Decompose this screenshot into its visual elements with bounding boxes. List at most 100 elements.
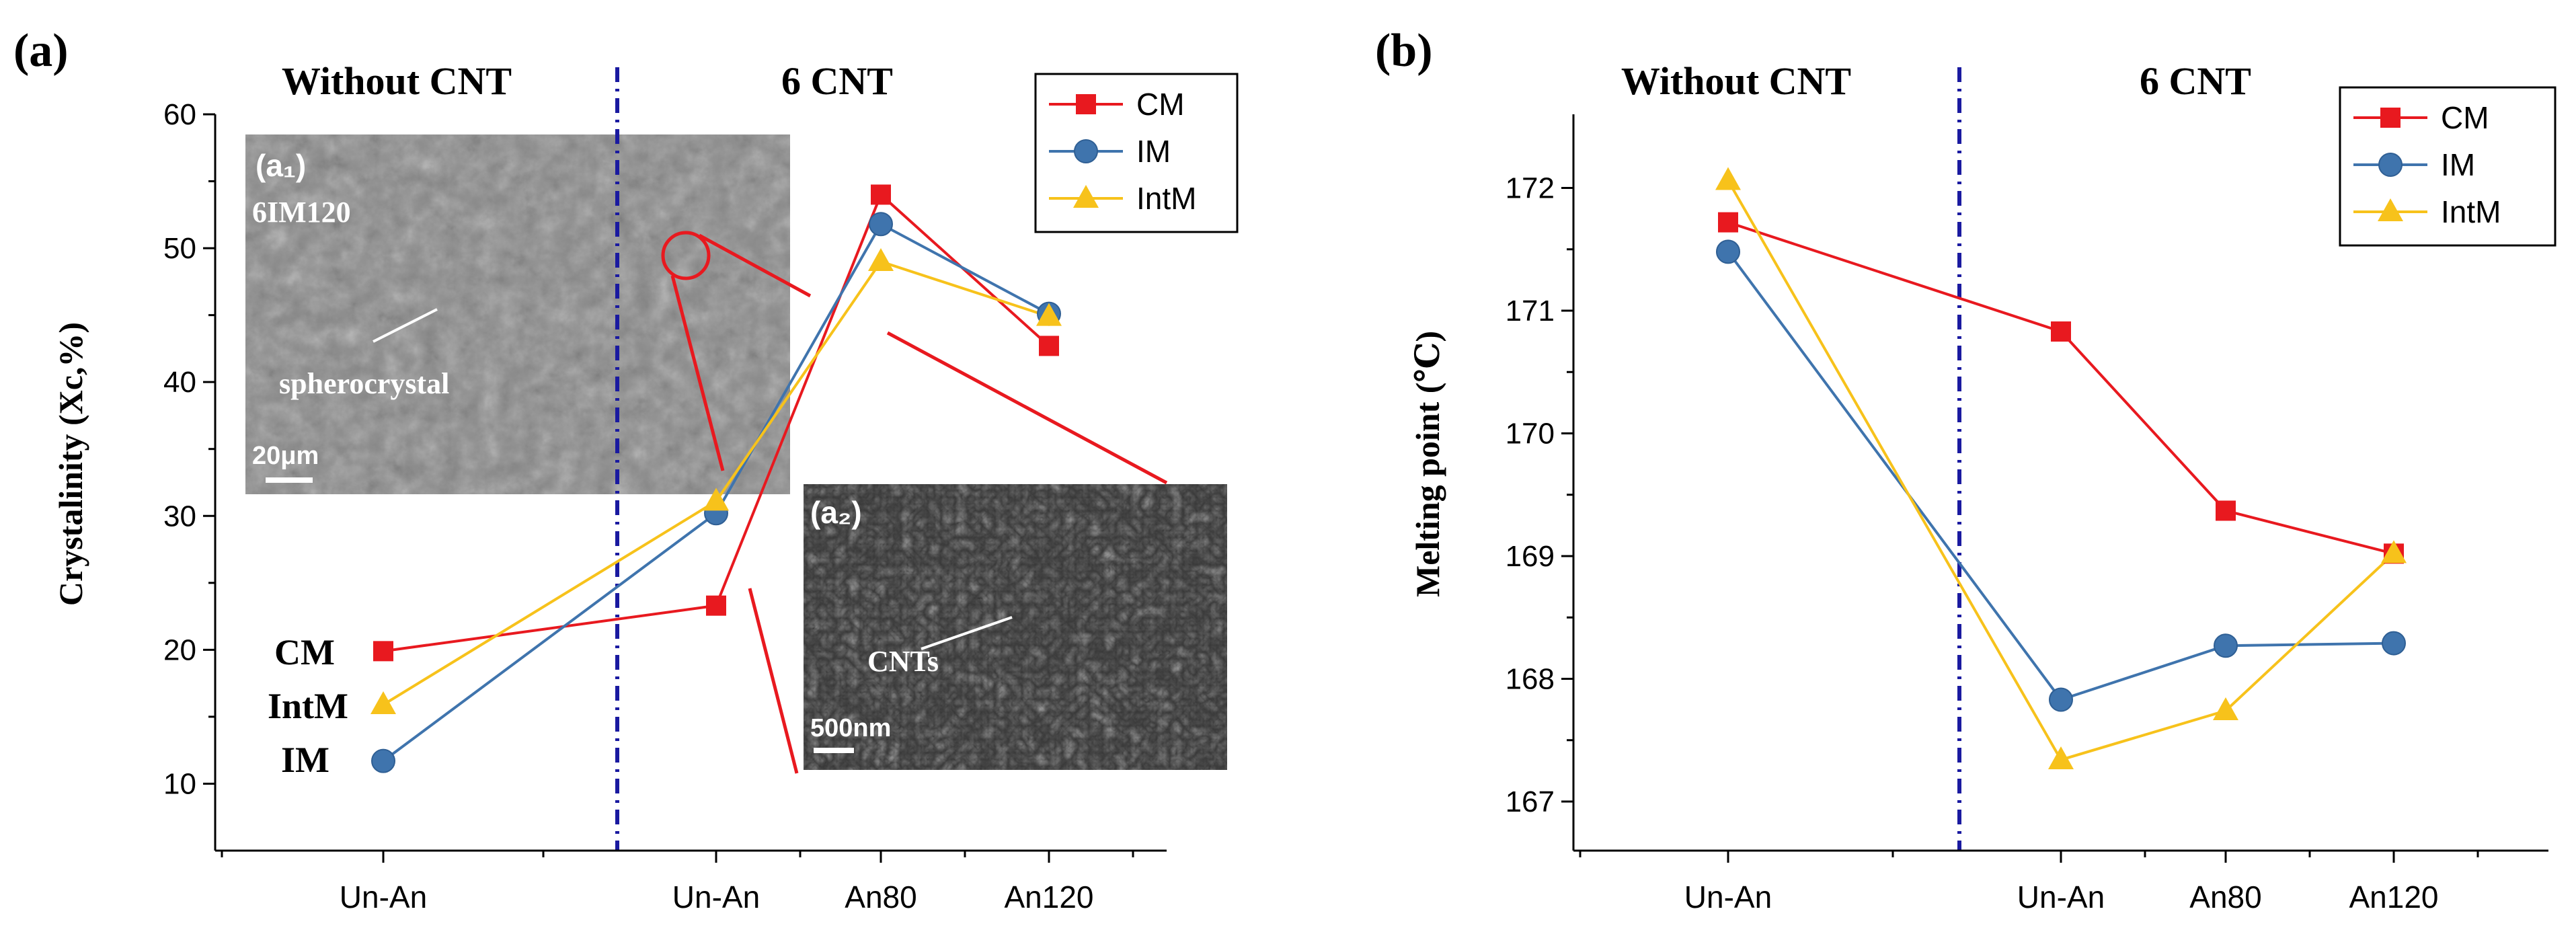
series-markers [1715, 167, 2407, 769]
series-line-intm [1727, 180, 2395, 762]
inset-a2-pointer [921, 616, 1013, 650]
axes: 167 168 169 170 171 172 Un-An Un-An An80 An120 [1506, 114, 2548, 914]
y-tick-label: 168 [1506, 663, 1555, 696]
data-point-cm [706, 595, 726, 616]
x-tick-label: Un-An [1684, 880, 1772, 914]
legend: CM IM IntM [1034, 73, 1239, 233]
legend-marker-cm [1076, 94, 1096, 114]
axes: 10 20 30 40 50 60 Un-An Un-An An80 An120 [163, 98, 1167, 914]
data-point-cm [2216, 500, 2236, 521]
data-point-intm [703, 488, 729, 511]
series-markers [370, 184, 1062, 773]
side-label-im: IM [281, 740, 329, 780]
group-label-without-cnt: Without CNT [1621, 59, 1851, 103]
connector-line-4 [748, 588, 799, 774]
data-point-intm [1036, 303, 1062, 326]
inset-a1-pointer [373, 308, 438, 343]
inset-a2-annotation: CNTs [867, 645, 939, 678]
group-label-6-cnt: 6 CNT [2140, 59, 2251, 103]
inset-a1-annotation: spherocrystal [279, 367, 449, 400]
legend-marker-intm [2378, 198, 2403, 221]
data-point-intm [370, 691, 396, 714]
inset-a2-texture [804, 484, 1227, 770]
panel-b: (b) Without CNT 6 CNT Melting point (℃) … [1375, 25, 2557, 914]
inset-a1-sample: 6IM120 [252, 196, 351, 229]
x-tick-label: An120 [2349, 880, 2438, 914]
series-line-im [1727, 251, 2394, 701]
y-tick-label: 50 [163, 232, 196, 265]
group-label-without-cnt: Without CNT [282, 59, 512, 103]
x-tick-label: An80 [2189, 880, 2261, 914]
data-point-im [2049, 687, 2073, 712]
y-tick-label: 30 [163, 500, 196, 533]
group-label-6-cnt: 6 CNT [781, 59, 893, 103]
y-axis-title: Melting point (℃) [1409, 331, 1446, 597]
x-tick-label: Un-An [672, 880, 760, 914]
y-tick-label: 20 [163, 633, 196, 666]
y-tick-label: 170 [1506, 418, 1555, 451]
data-point-intm [868, 248, 894, 271]
x-tick-label: An120 [1004, 880, 1093, 914]
data-point-cm [2051, 321, 2071, 342]
legend-label-intm: IntM [2441, 194, 2501, 229]
side-label-intm: IntM [268, 686, 348, 726]
y-tick-label: 171 [1506, 295, 1555, 327]
data-point-intm [1715, 167, 1741, 190]
panel-b-label: (b) [1375, 25, 1433, 77]
inset-a2-scale-text: 500nm [810, 714, 891, 742]
inset-a1-texture [245, 134, 790, 494]
series-line-im [382, 222, 1050, 763]
inset-a1-label: (a₁) [256, 148, 306, 183]
panel-a: (a) (a₁) 6IM120 spherocrystal 20μm (a₂) … [13, 25, 1239, 914]
data-point-cm [373, 641, 393, 662]
legend-marker-im [1074, 139, 1098, 163]
inset-a1-scale-text: 20μm [252, 442, 319, 470]
inset-a2-label: (a₂) [810, 495, 862, 530]
connector-line-3 [886, 331, 1168, 485]
legend-label-im: IM [1136, 134, 1171, 169]
inset-a2-scale-bar [814, 748, 854, 753]
data-point-im [869, 212, 893, 237]
legend-label-cm: CM [1136, 87, 1185, 122]
x-tick-label: Un-An [340, 880, 427, 914]
legend-label-intm: IntM [1136, 181, 1196, 216]
inset-a2: (a₂) CNTs 500nm [804, 484, 1227, 770]
x-tick-label: Un-An [2017, 880, 2105, 914]
data-point-cm [871, 184, 891, 205]
legend-box [1034, 73, 1239, 233]
legend-box [2339, 86, 2557, 247]
panel-a-label: (a) [13, 25, 69, 77]
zoom-connectors [670, 233, 1168, 774]
y-tick-label: 10 [163, 767, 196, 800]
y-tick-label: 172 [1506, 172, 1555, 205]
legend-marker-cm [2380, 108, 2401, 128]
legend-marker-im [2378, 153, 2403, 177]
connector-line-1 [670, 275, 725, 471]
x-tick-label: An80 [845, 880, 916, 914]
series-lines [382, 192, 1050, 763]
connector-line-2 [698, 233, 812, 298]
inset-a1-zoom-circle [661, 231, 711, 280]
y-tick-label: 167 [1506, 785, 1555, 818]
data-point-intm [2048, 746, 2074, 769]
legend-label-im: IM [2441, 147, 2475, 182]
y-axis-title: Crystalinity (Xc,%) [52, 322, 89, 606]
y-tick-label: 40 [163, 366, 196, 399]
data-point-im [2382, 631, 2406, 656]
side-label-cm: CM [274, 632, 335, 672]
legend-marker-intm [1073, 185, 1099, 208]
series-lines [1727, 180, 2395, 762]
legend-label-cm: CM [2441, 100, 2489, 135]
data-point-im [2214, 633, 2238, 658]
data-point-cm [1718, 212, 1738, 233]
y-tick-label: 169 [1506, 540, 1555, 573]
inset-a1-scale-bar [266, 477, 313, 483]
y-tick-label: 60 [163, 98, 196, 131]
inset-a1: (a₁) 6IM120 spherocrystal 20μm [245, 134, 790, 494]
data-point-intm [2381, 540, 2407, 563]
data-point-im [1716, 239, 1740, 264]
legend: CM IM IntM [2339, 86, 2557, 247]
series-line-intm [382, 260, 1050, 706]
series-line-cm [1727, 221, 2394, 555]
